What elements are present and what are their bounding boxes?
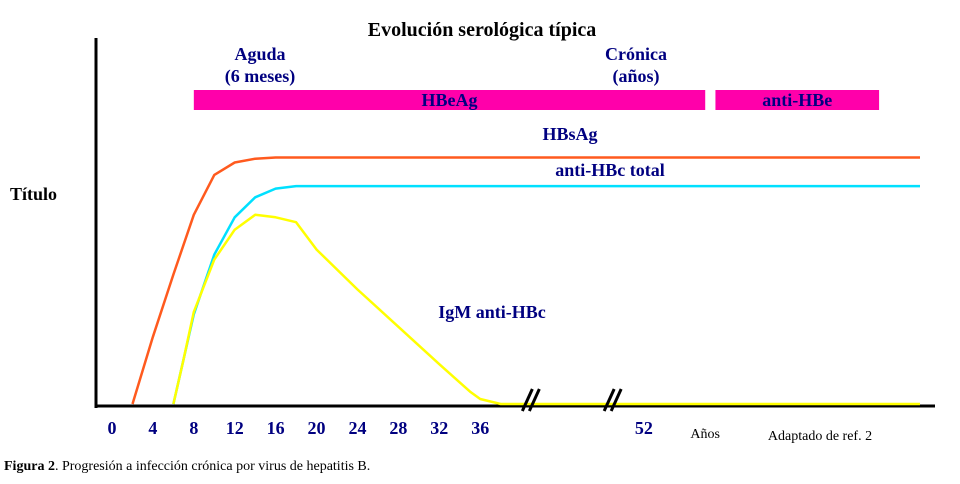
axis-breaks bbox=[520, 388, 623, 412]
x-tick-label: 52 bbox=[635, 418, 653, 438]
chart-title: Evolución serológica típica bbox=[368, 19, 597, 41]
caption-text: . Progresión a infección crónica por vir… bbox=[55, 459, 370, 474]
series-line-igm-anti-hbc bbox=[172, 213, 920, 406]
x-tick-label: 0 bbox=[108, 418, 117, 438]
phase-chronic-label: Crónica bbox=[605, 44, 667, 64]
x-tick-label: 12 bbox=[226, 418, 244, 438]
x-tick-label: 20 bbox=[308, 418, 326, 438]
x-tick-label: Años bbox=[690, 427, 720, 442]
phase-acute-label: Aguda bbox=[234, 44, 285, 64]
axis-break-1-stroke-0 bbox=[602, 388, 616, 412]
series-group bbox=[131, 156, 920, 406]
series-line-hbsag bbox=[131, 156, 920, 405]
phase-acute-duration: (6 meses) bbox=[225, 66, 295, 87]
x-tick-label: 4 bbox=[148, 418, 157, 438]
band-anti-hbe bbox=[715, 90, 880, 110]
axis-break-1-stroke-1 bbox=[609, 388, 623, 412]
series-label-hbsag: HBsAg bbox=[542, 124, 597, 144]
series-label-anti-hbc-total: anti-HBc total bbox=[555, 160, 665, 180]
x-tick-label: 32 bbox=[430, 418, 448, 438]
x-tick-label: 24 bbox=[348, 418, 366, 438]
band-hbeag bbox=[193, 90, 706, 110]
caption-label: Figura 2 bbox=[4, 459, 55, 474]
y-axis-label: Título bbox=[10, 184, 57, 204]
band-hbeag-label: HBeAg bbox=[422, 90, 478, 110]
series-label-igm-anti-hbc: IgM anti-HBc bbox=[438, 302, 546, 322]
axis-break-0-stroke-0 bbox=[520, 388, 534, 412]
axis-break-0-stroke-1 bbox=[527, 388, 541, 412]
x-tick-label: 8 bbox=[189, 418, 198, 438]
x-tick-label: 16 bbox=[267, 418, 285, 438]
x-tick-label: 28 bbox=[389, 418, 407, 438]
band-anti-hbe-label: anti-HBe bbox=[762, 90, 832, 110]
x-tick-labels: 0 4 8 12 16 20 24 28 32 36 52 Años bbox=[108, 418, 720, 442]
figure-caption: Figura 2. Progresión a infección crónica… bbox=[4, 459, 370, 474]
source-note: Adaptado de ref. 2 bbox=[768, 429, 872, 444]
x-tick-label: 36 bbox=[471, 418, 489, 438]
phase-chronic-duration: (años) bbox=[612, 66, 659, 87]
